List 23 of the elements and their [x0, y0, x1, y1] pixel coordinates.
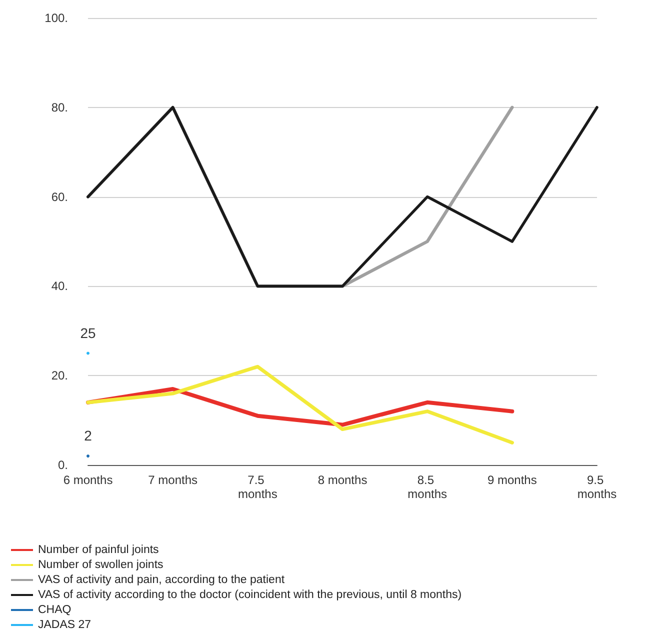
y-tick-label: 40. — [51, 279, 68, 294]
data-label: 25 — [80, 324, 96, 341]
legend-label: Number of painful joints — [38, 544, 160, 556]
x-tick-label: 8.5 months — [408, 473, 448, 501]
line-series — [86, 106, 598, 288]
data-label: 2 — [84, 428, 92, 444]
y-tick-label: 20. — [51, 368, 68, 383]
x-tick-label: 8 months — [318, 473, 368, 487]
y-tick-label: 100. — [44, 11, 68, 25]
legend-label: VAS of activity according to the doctor (coincident with the previous, until 8 months) — [38, 589, 462, 601]
x-tick-label: 7.5 months — [238, 473, 278, 501]
x-tick-label: 6 months — [63, 473, 113, 487]
y-tick-label: 0. — [58, 458, 68, 472]
legend-label: Number of swollen joints — [38, 559, 164, 571]
legend-label: JADAS 27 — [38, 619, 92, 631]
y-tick-label: 60. — [51, 190, 68, 204]
line-series — [86, 364, 514, 444]
y-tick-label: 80. — [51, 100, 68, 114]
x-tick-label: 7 months — [148, 473, 198, 487]
legend-label: CHAQ — [38, 604, 72, 616]
legend-label: VAS of activity and pain, according to the patient — [38, 574, 286, 586]
x-tick-label: 9.5 months — [577, 473, 617, 501]
x-tick-label: 9 months — [487, 473, 537, 487]
